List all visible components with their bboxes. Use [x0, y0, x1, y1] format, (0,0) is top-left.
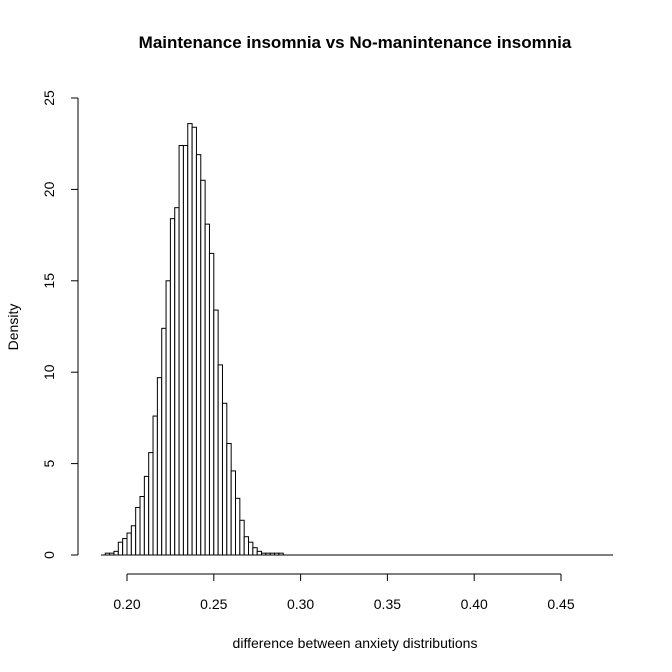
- histogram-bar: [226, 442, 232, 556]
- x-tick-label: 0.20: [113, 596, 140, 612]
- histogram-bar: [187, 123, 193, 556]
- y-axis: 0 5 10 15 20 25: [41, 90, 79, 559]
- histogram-bar: [248, 541, 254, 556]
- histogram-bar: [243, 536, 250, 556]
- x-axis: 0.20 0.25 0.30 0.35 0.40 0.45: [113, 573, 575, 612]
- histogram-bar: [195, 154, 202, 556]
- y-tick-label: 5: [41, 459, 57, 467]
- histogram-bar: [165, 280, 171, 556]
- x-tick-label: 0.25: [200, 596, 227, 612]
- histogram-bar: [156, 377, 163, 556]
- histogram-bar: [161, 327, 167, 556]
- histogram-bar: [117, 541, 124, 556]
- histogram-bar: [239, 519, 245, 556]
- histogram-bar: [139, 496, 145, 556]
- histogram-bar: [230, 470, 237, 556]
- y-axis-title: Density: [5, 304, 21, 351]
- histogram-bar: [213, 309, 219, 556]
- y-tick-label: 0: [41, 551, 57, 559]
- histogram-bar: [143, 475, 150, 556]
- histogram-bar: [221, 402, 228, 556]
- histogram-bar: [152, 415, 158, 556]
- bars-group: [100, 123, 614, 556]
- histogram-bar: [182, 145, 189, 556]
- x-tick-label: 0.35: [374, 596, 401, 612]
- x-tick-label: 0.30: [287, 596, 314, 612]
- histogram-bar: [130, 525, 137, 556]
- histogram-bar: [169, 218, 176, 556]
- histogram-bar: [208, 252, 215, 556]
- histogram-bar: [252, 547, 258, 556]
- histogram-bar: [204, 223, 210, 556]
- histogram-bar: [113, 550, 119, 556]
- y-tick-label: 10: [41, 364, 57, 380]
- histogram-bar: [148, 452, 154, 556]
- histogram-bar: [122, 538, 128, 556]
- histogram-bar: [126, 532, 132, 556]
- histogram-bar: [256, 550, 263, 556]
- y-tick-label: 20: [41, 181, 57, 197]
- histogram-bar: [217, 364, 223, 556]
- histogram-bar: [200, 179, 206, 556]
- x-tick-label: 0.40: [461, 596, 488, 612]
- y-tick-label: 25: [41, 90, 57, 106]
- histogram-bar: [178, 145, 184, 556]
- y-tick-label: 15: [41, 273, 57, 289]
- histogram-bar: [135, 506, 141, 556]
- x-tick-label: 0.45: [547, 596, 574, 612]
- chart-title: Maintenance insomnia vs No-manintenance …: [139, 33, 572, 52]
- histogram-bar: [235, 497, 241, 556]
- histogram-bar: [174, 207, 180, 556]
- x-axis-title: difference between anxiety distributions: [233, 635, 478, 651]
- histogram-bar: [191, 126, 197, 556]
